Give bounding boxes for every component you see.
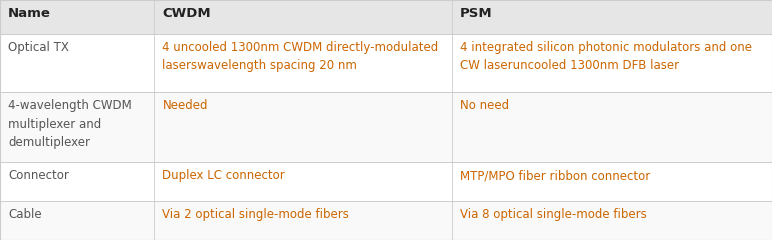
Text: CWDM: CWDM xyxy=(162,7,211,20)
Text: MTP/MPO fiber ribbon connector: MTP/MPO fiber ribbon connector xyxy=(459,169,650,182)
Text: Duplex LC connector: Duplex LC connector xyxy=(162,169,285,182)
Bar xyxy=(0,0,772,34)
Text: Needed: Needed xyxy=(162,99,208,112)
Text: Connector: Connector xyxy=(8,169,69,182)
Text: PSM: PSM xyxy=(459,7,493,20)
Text: Cable: Cable xyxy=(8,208,42,221)
Text: Optical TX: Optical TX xyxy=(8,41,69,54)
Bar xyxy=(0,34,772,92)
Text: 4 integrated silicon photonic modulators and one
CW laseruncooled 1300nm DFB las: 4 integrated silicon photonic modulators… xyxy=(459,41,752,72)
Text: Via 8 optical single-mode fibers: Via 8 optical single-mode fibers xyxy=(459,208,646,221)
Text: No need: No need xyxy=(459,99,509,112)
Text: 4-wavelength CWDM
multiplexer and
demultiplexer: 4-wavelength CWDM multiplexer and demult… xyxy=(8,99,132,149)
Bar xyxy=(0,162,772,201)
Bar xyxy=(0,92,772,162)
Text: 4 uncooled 1300nm CWDM directly-modulated
laserswavelength spacing 20 nm: 4 uncooled 1300nm CWDM directly-modulate… xyxy=(162,41,438,72)
Bar xyxy=(0,201,772,240)
Text: Via 2 optical single-mode fibers: Via 2 optical single-mode fibers xyxy=(162,208,349,221)
Text: Name: Name xyxy=(8,7,51,20)
